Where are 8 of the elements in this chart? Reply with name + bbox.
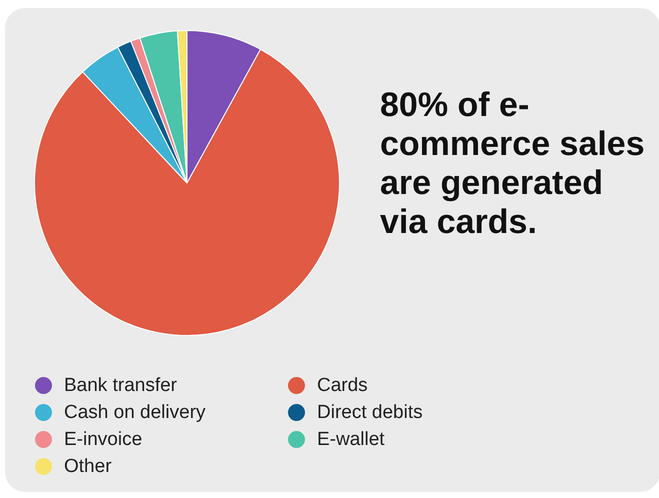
legend-label: Cash on delivery	[64, 402, 206, 424]
text: 80% of e-commerce sales are generated via cards.	[380, 86, 646, 242]
legend-label: Other	[64, 456, 112, 478]
legend-label: E-invoice	[64, 428, 142, 450]
legend-label: Direct debits	[317, 402, 423, 424]
legend-label: Cards	[317, 374, 368, 396]
legend-label: E-wallet	[317, 428, 385, 450]
legend-label: Bank transfer	[64, 374, 177, 396]
